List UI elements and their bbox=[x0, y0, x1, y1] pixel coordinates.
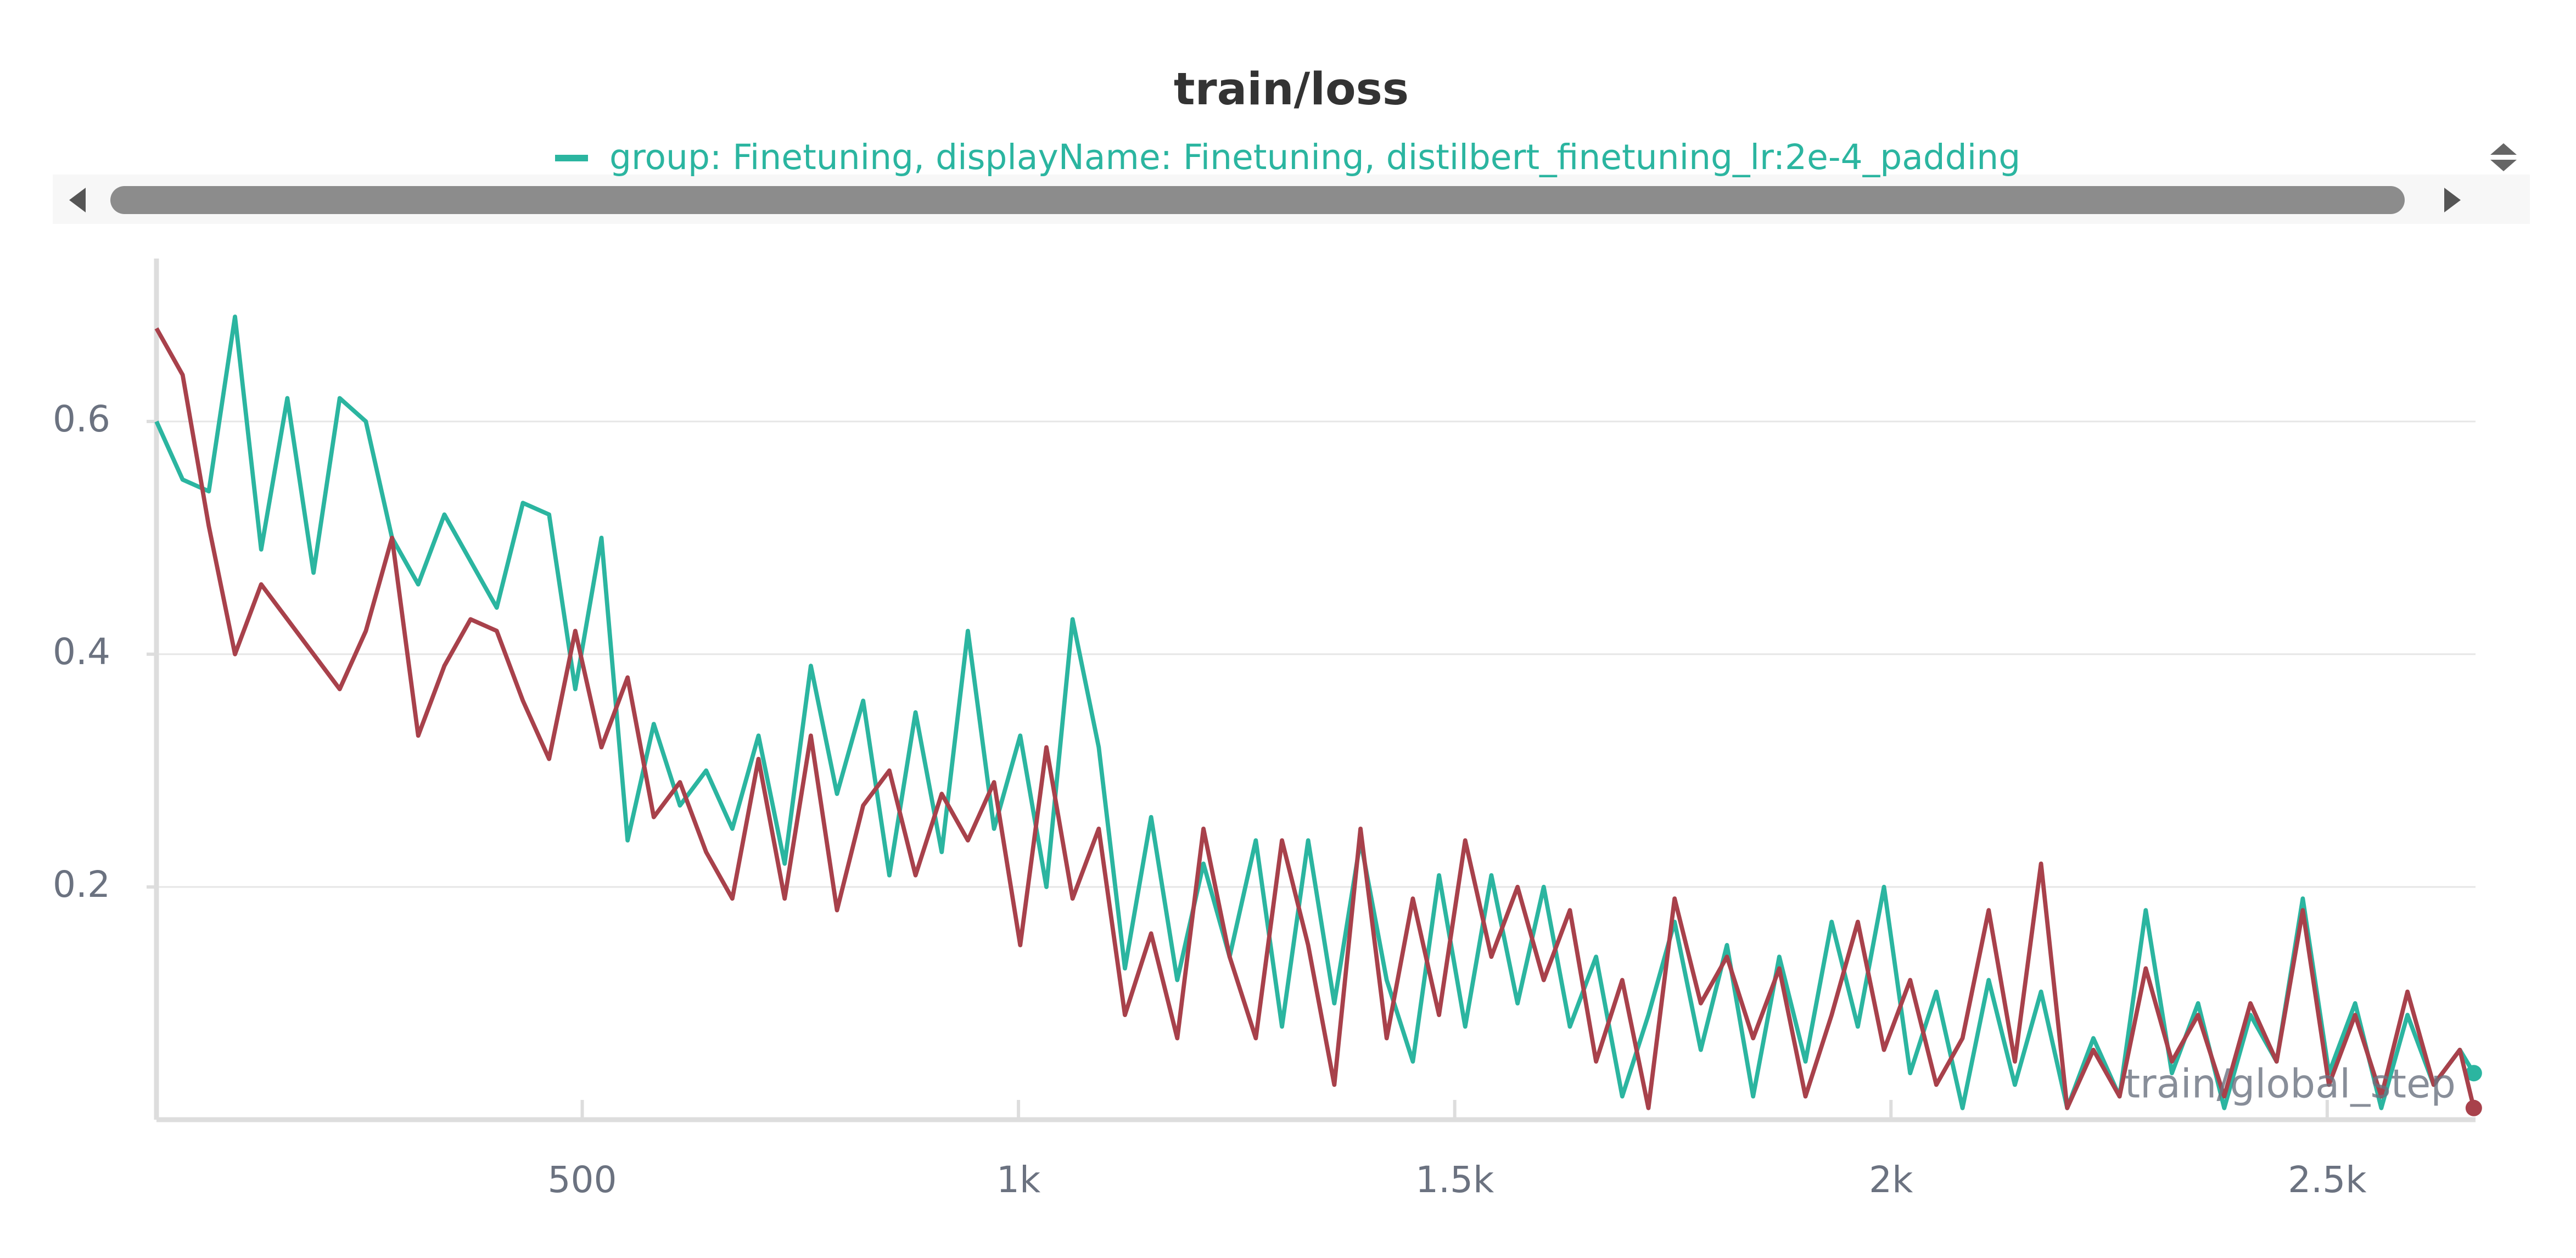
legend-swatch bbox=[555, 155, 588, 161]
scroll-left-arrow[interactable] bbox=[69, 188, 86, 212]
x-tick-label: 2.5k bbox=[2288, 1159, 2367, 1201]
x-tick-label: 500 bbox=[548, 1159, 617, 1201]
series-end-dot bbox=[2465, 1065, 2482, 1082]
legend-label: group: Finetuning, displayName: Finetuni… bbox=[609, 137, 2020, 177]
y-tick-label: 0.4 bbox=[53, 631, 110, 673]
series-line bbox=[154, 314, 2476, 1110]
y-tick-label: 0.2 bbox=[53, 863, 110, 906]
legend-expand-toggle[interactable] bbox=[2490, 143, 2517, 171]
series-end-dot bbox=[2465, 1099, 2482, 1116]
x-tick-label: 2k bbox=[1869, 1159, 1913, 1201]
x-tick-label: 1k bbox=[996, 1159, 1041, 1201]
x-axis-label: train/global_step bbox=[2125, 1061, 2456, 1107]
legend-scrollbar[interactable] bbox=[110, 186, 2405, 214]
series-line bbox=[154, 327, 2476, 1110]
x-tick-label: 1.5k bbox=[1415, 1159, 1494, 1201]
chart-title: train/loss bbox=[1174, 64, 1409, 115]
scroll-right-arrow[interactable] bbox=[2444, 188, 2461, 212]
y-tick-label: 0.6 bbox=[53, 398, 110, 440]
